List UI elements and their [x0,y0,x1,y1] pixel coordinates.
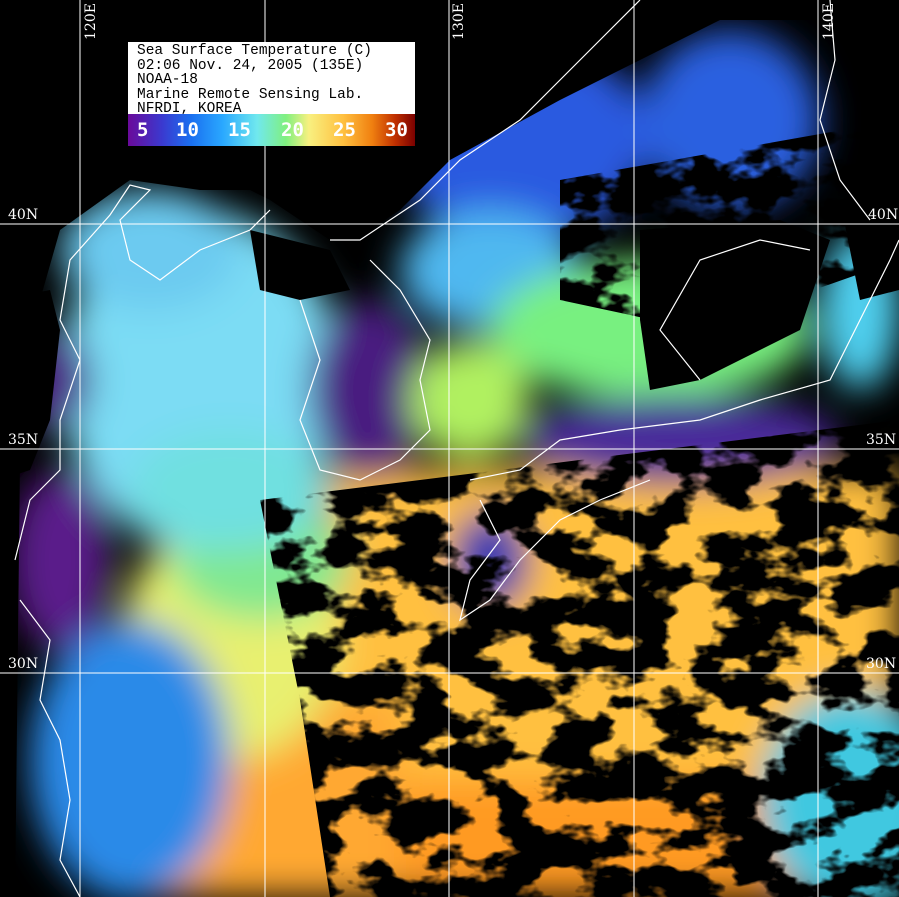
legend-datetime: 02:06 Nov. 24, 2005 (135E) [137,57,364,74]
lat-label-30n-right: 30N [866,656,897,672]
lat-label-35n-left: 35N [8,432,39,448]
colorbar-label-25: 25 [333,119,356,141]
lon-label-120e: 120E [83,3,99,40]
legend-title-box: Sea Surface Temperature (C) 02:06 Nov. 2… [128,42,415,117]
lat-label-40n-left: 40N [8,207,39,223]
legend-title: Sea Surface Temperature (C) [137,43,372,59]
lat-label-35n-right: 35N [866,432,897,448]
colorbar-label-30: 30 [385,119,408,141]
temperature-colorbar: 5 10 15 20 25 30 [128,114,415,146]
lon-label-130e: 130E [451,3,467,40]
lon-label-140e: 140E [821,3,837,40]
colorbar-label-10: 10 [176,119,199,141]
colorbar-label-15: 15 [228,119,251,141]
lat-label-30n-left: 30N [8,656,39,672]
legend-institution: NFRDI, KOREA [137,101,242,117]
legend-lab: Marine Remote Sensing Lab. [137,86,364,103]
colorbar-label-20: 20 [281,119,304,141]
coastlines [14,0,899,897]
legend-satellite: NOAA-18 [137,72,198,88]
legend: Sea Surface Temperature (C) 02:06 Nov. 2… [128,42,415,146]
lat-label-40n-right: 40N [868,207,899,223]
colorbar-label-5: 5 [137,119,149,141]
